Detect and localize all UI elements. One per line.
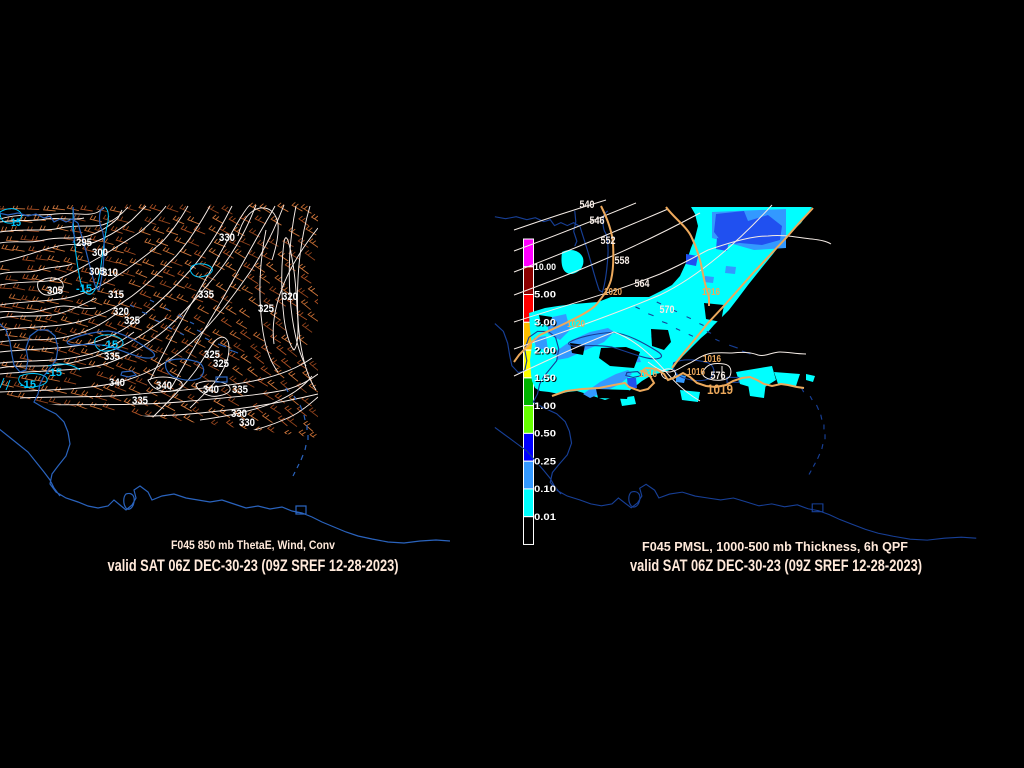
svg-text:2.00: 2.00: [535, 346, 557, 357]
svg-text:0.50: 0.50: [534, 429, 556, 440]
svg-text:1.50: 1.50: [535, 374, 557, 385]
svg-text:-15: -15: [102, 339, 118, 351]
svg-text:325: 325: [124, 315, 140, 327]
svg-text:1020: 1020: [604, 286, 622, 298]
svg-text:0.25: 0.25: [535, 457, 558, 468]
svg-text:0.10: 0.10: [534, 484, 556, 495]
svg-text:1019: 1019: [707, 381, 733, 397]
svg-text:F045 850 mb ThetaE, Wind, Conv: F045 850 mb ThetaE, Wind, Conv: [171, 538, 335, 552]
svg-text:340: 340: [109, 377, 125, 389]
svg-text:305: 305: [47, 285, 63, 297]
svg-text:10.00: 10.00: [535, 263, 557, 274]
svg-text:315: 315: [108, 289, 124, 301]
svg-text:310: 310: [102, 267, 118, 279]
svg-text:valid SAT 06Z DEC-30-23 (09Z S: valid SAT 06Z DEC-30-23 (09Z SREF 12-28-…: [108, 556, 399, 575]
svg-text:576: 576: [711, 370, 726, 382]
svg-text:1.50: 1.50: [534, 373, 556, 384]
svg-text:3.00: 3.00: [534, 318, 556, 329]
svg-text:340: 340: [156, 380, 172, 392]
svg-text:320: 320: [282, 291, 298, 303]
svg-text:335: 335: [132, 395, 148, 407]
svg-text:335: 335: [104, 351, 120, 363]
svg-text:325: 325: [258, 303, 274, 315]
svg-text:0.25: 0.25: [534, 456, 557, 467]
svg-text:2.00: 2.00: [534, 345, 556, 356]
svg-text:0.10: 0.10: [535, 485, 557, 496]
svg-text:558: 558: [615, 255, 630, 267]
svg-text:1016: 1016: [687, 366, 705, 378]
svg-text:330: 330: [231, 408, 247, 420]
svg-text:F045 PMSL, 1000-500 mb Thickne: F045 PMSL, 1000-500 mb Thickness, 6h QPF: [642, 539, 908, 554]
svg-text:0.01: 0.01: [535, 513, 558, 524]
svg-text:1020: 1020: [567, 318, 585, 330]
svg-text:10.00: 10.00: [534, 262, 556, 273]
svg-text:570: 570: [660, 304, 675, 316]
svg-text:552: 552: [601, 235, 616, 247]
svg-text:340: 340: [203, 384, 219, 396]
svg-text:1016: 1016: [703, 353, 721, 365]
svg-text:-15: -15: [20, 379, 36, 391]
svg-text:15: 15: [11, 217, 21, 229]
svg-text:-15: -15: [46, 367, 62, 379]
svg-text:5.00: 5.00: [534, 290, 556, 301]
svg-text:335: 335: [232, 384, 248, 396]
svg-text:564: 564: [635, 278, 651, 290]
svg-text:0.50: 0.50: [535, 430, 557, 441]
svg-text:295: 295: [76, 237, 92, 249]
svg-text:330: 330: [219, 232, 235, 244]
svg-text:0.01: 0.01: [534, 512, 557, 523]
svg-text:1.00: 1.00: [534, 401, 556, 412]
svg-text:1016: 1016: [702, 286, 720, 298]
svg-text:305: 305: [89, 266, 105, 278]
svg-text:-15: -15: [76, 283, 92, 295]
svg-text:1.00: 1.00: [535, 402, 557, 413]
svg-text:325: 325: [204, 349, 220, 361]
svg-text:3.00: 3.00: [535, 319, 557, 330]
svg-text:335: 335: [198, 289, 214, 301]
svg-text:330: 330: [239, 417, 255, 429]
svg-text:325: 325: [213, 358, 229, 370]
svg-text:300: 300: [92, 247, 108, 259]
svg-text:valid SAT 06Z DEC-30-23 (09Z S: valid SAT 06Z DEC-30-23 (09Z SREF 12-28-…: [630, 556, 922, 575]
svg-text:320: 320: [113, 306, 129, 318]
svg-text:1016: 1016: [639, 368, 657, 380]
svg-text:546: 546: [590, 215, 605, 227]
svg-text:540: 540: [580, 199, 595, 211]
svg-text:5.00: 5.00: [535, 291, 557, 302]
